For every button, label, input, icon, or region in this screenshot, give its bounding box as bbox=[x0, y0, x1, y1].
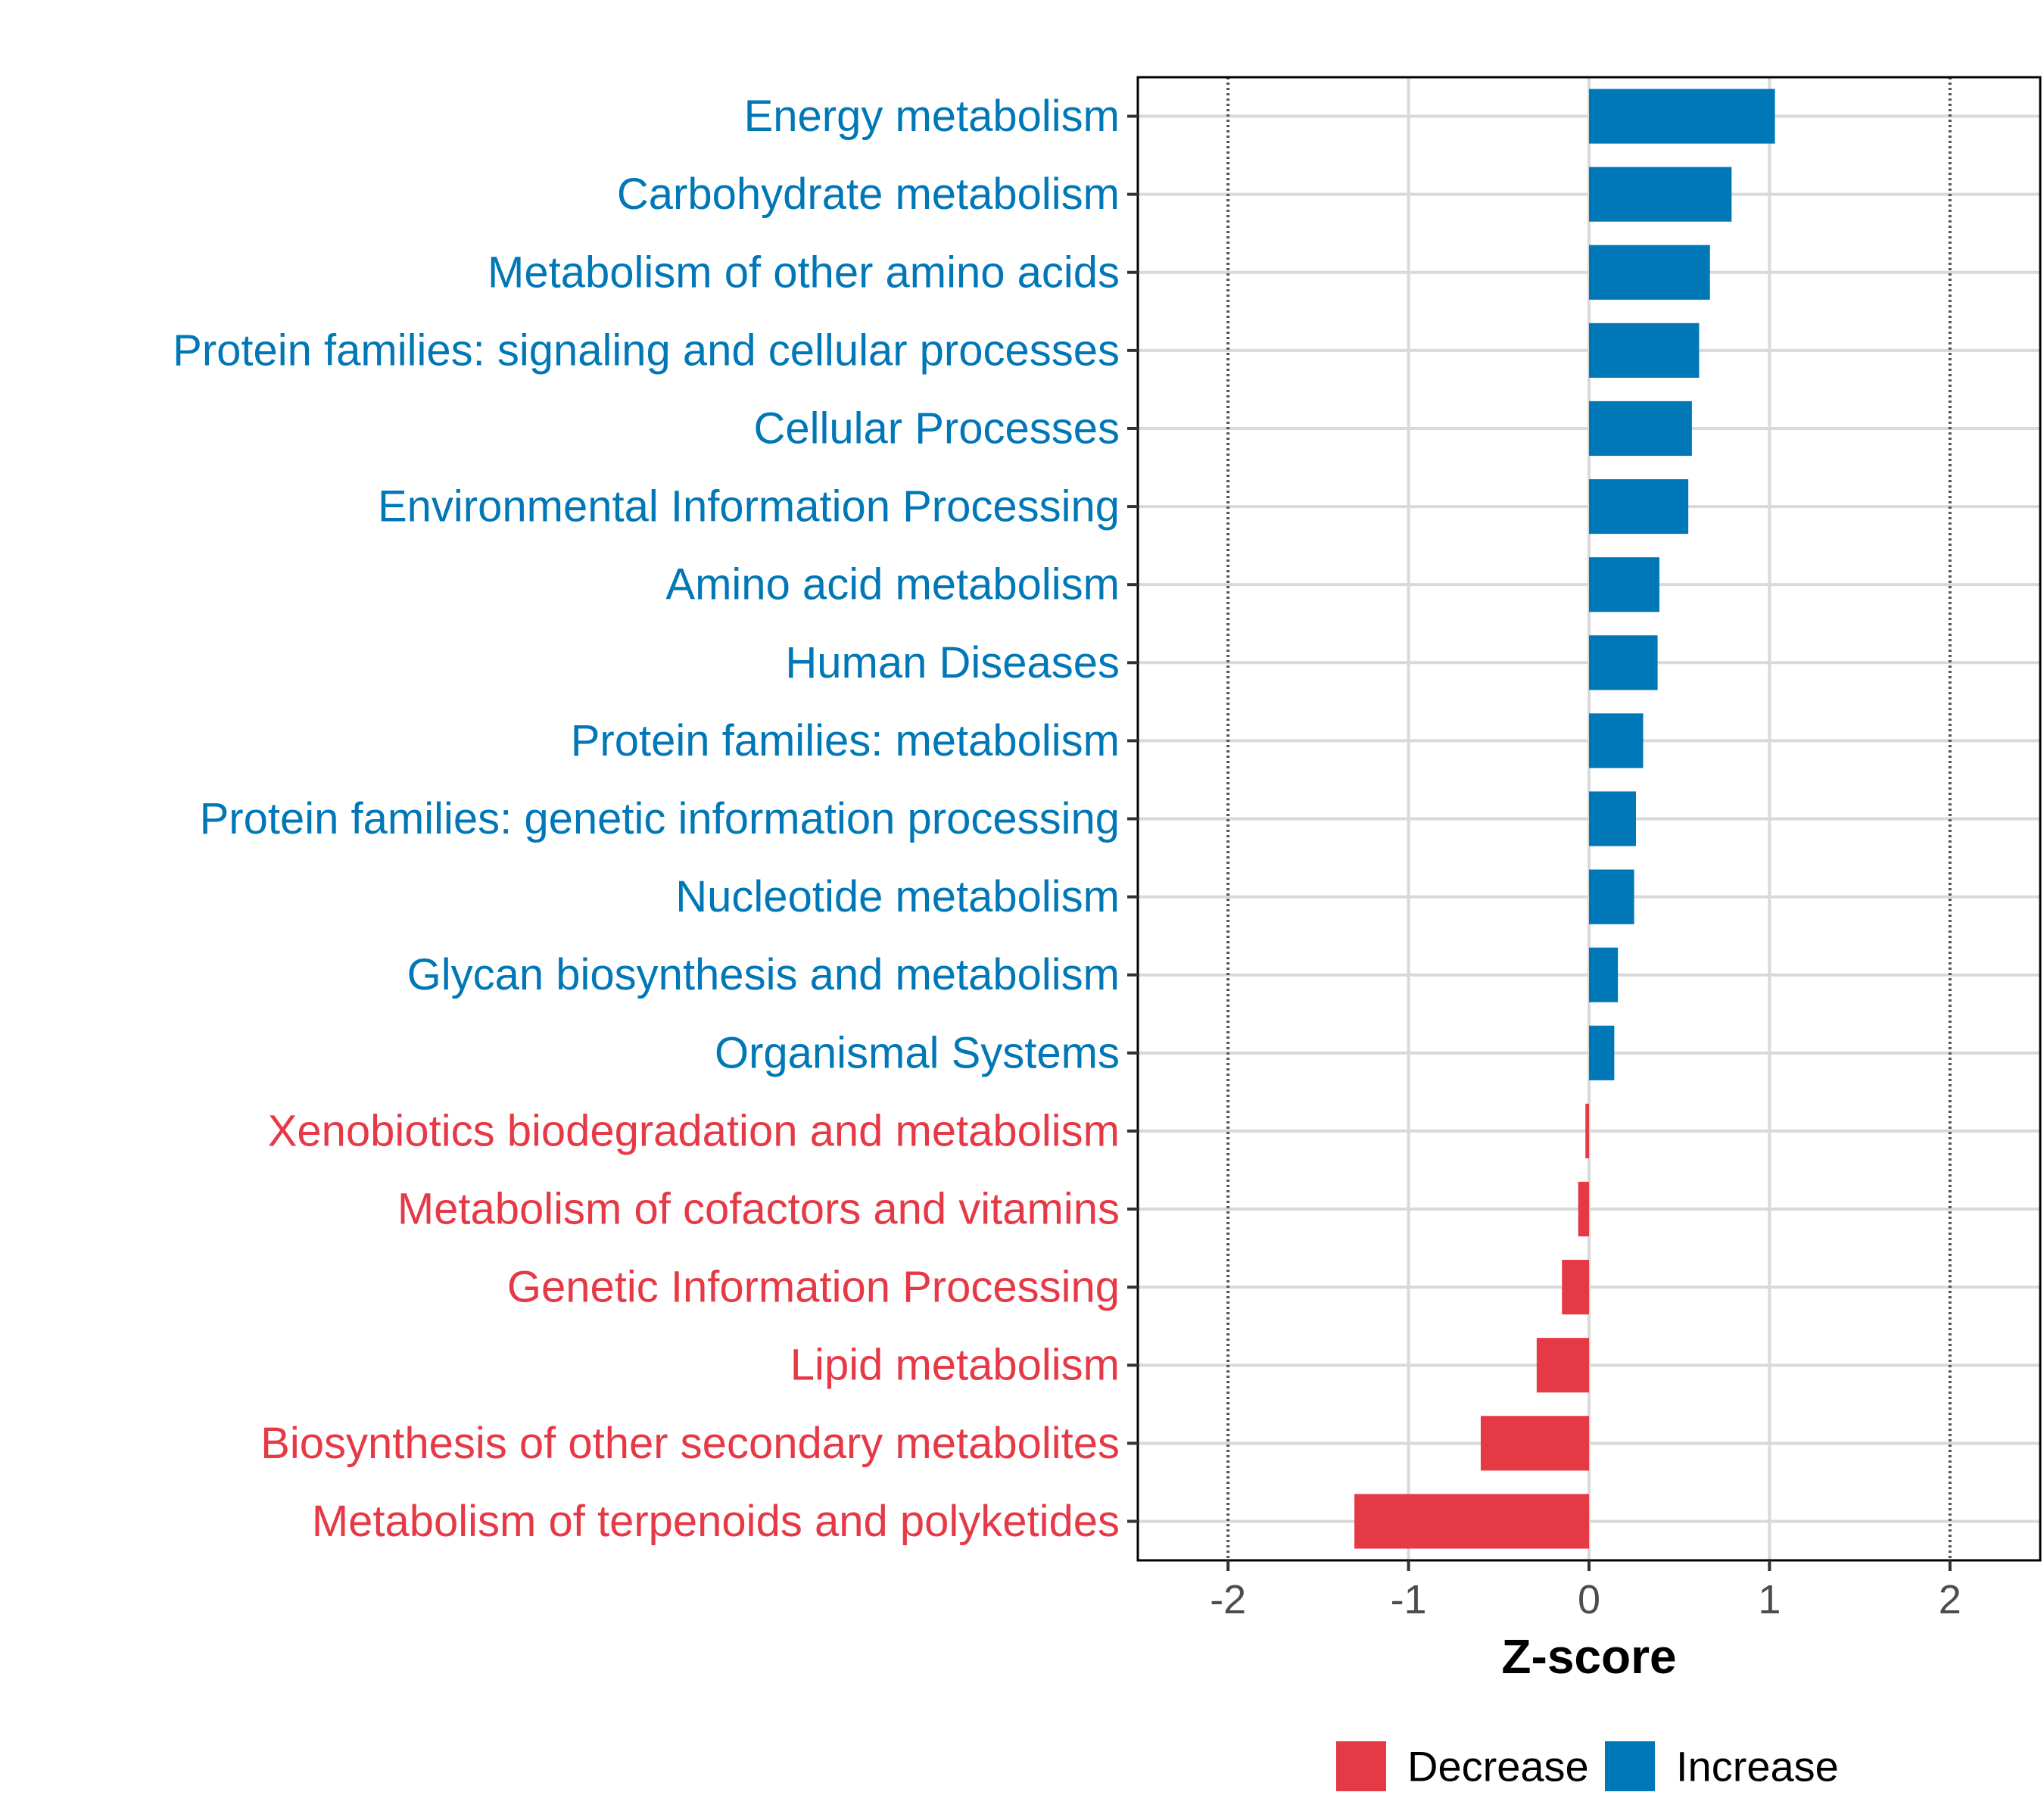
x-tick-label: 1 bbox=[1758, 1577, 1781, 1622]
category-label: Lipid metabolism bbox=[790, 1341, 1120, 1390]
category-label: Protein families: genetic information pr… bbox=[200, 794, 1120, 843]
category-label: Amino acid metabolism bbox=[665, 560, 1120, 609]
bar bbox=[1536, 1338, 1589, 1393]
category-label: Protein families: metabolism bbox=[571, 716, 1120, 765]
bar bbox=[1589, 400, 1692, 457]
reference-lines bbox=[1226, 77, 1952, 1560]
bar bbox=[1589, 478, 1689, 535]
x-tick-label: -2 bbox=[1210, 1577, 1246, 1622]
category-label: Cellular Processes bbox=[753, 404, 1120, 453]
category-label: Metabolism of cofactors and vitamins bbox=[397, 1185, 1120, 1234]
bars bbox=[1354, 89, 1775, 1549]
bar bbox=[1589, 557, 1659, 612]
bar bbox=[1589, 245, 1710, 300]
category-label: Nucleotide metabolism bbox=[675, 872, 1120, 921]
bar bbox=[1589, 323, 1700, 378]
bar bbox=[1589, 1025, 1615, 1080]
bar bbox=[1589, 713, 1644, 768]
category-label: Genetic Information Processing bbox=[507, 1263, 1120, 1312]
category-label: Biosynthesis of other secondary metaboli… bbox=[260, 1419, 1120, 1468]
bar bbox=[1589, 791, 1636, 846]
bar bbox=[1480, 1416, 1589, 1471]
y-axis-ticks: Energy metabolism Carbohydrate metabolism… bbox=[173, 92, 1138, 1546]
x-tick-label: 2 bbox=[1939, 1577, 1961, 1622]
category-label: Organismal Systems bbox=[715, 1028, 1120, 1077]
category-label: Xenobiotics biodegradation and metabolis… bbox=[268, 1106, 1120, 1155]
category-label: Human Diseases bbox=[785, 638, 1120, 687]
category-label: Glycan biosynthesis and metabolism bbox=[407, 950, 1120, 999]
bar bbox=[1589, 89, 1775, 144]
bar bbox=[1578, 1181, 1589, 1237]
legend: Decrease Increase bbox=[1336, 1741, 1839, 1791]
legend-swatch-decrease bbox=[1336, 1741, 1386, 1791]
x-axis-title: Z-score bbox=[1501, 1629, 1676, 1684]
legend-label-increase: Increase bbox=[1676, 1743, 1839, 1791]
legend-label-decrease: Decrease bbox=[1407, 1743, 1589, 1791]
category-label: Energy metabolism bbox=[744, 92, 1120, 141]
legend-swatch-increase bbox=[1605, 1741, 1655, 1791]
bar bbox=[1354, 1494, 1589, 1549]
bar bbox=[1589, 947, 1619, 1002]
bar bbox=[1589, 635, 1658, 690]
x-axis-ticks: -2 -1 0 1 2 bbox=[1210, 1560, 1961, 1622]
bar bbox=[1589, 167, 1732, 222]
category-label: Protein families: signaling and cellular… bbox=[173, 326, 1120, 375]
bar bbox=[1589, 869, 1634, 924]
bar bbox=[1585, 1103, 1589, 1159]
category-label: Metabolism of other amino acids bbox=[488, 248, 1120, 297]
category-label: Metabolism of terpenoids and polyketides bbox=[312, 1497, 1120, 1546]
bar bbox=[1562, 1260, 1589, 1315]
x-tick-label: 0 bbox=[1578, 1577, 1600, 1622]
category-label: Carbohydrate metabolism bbox=[617, 170, 1120, 219]
category-label: Environmental Information Processing bbox=[378, 482, 1120, 531]
x-tick-label: -1 bbox=[1391, 1577, 1427, 1622]
